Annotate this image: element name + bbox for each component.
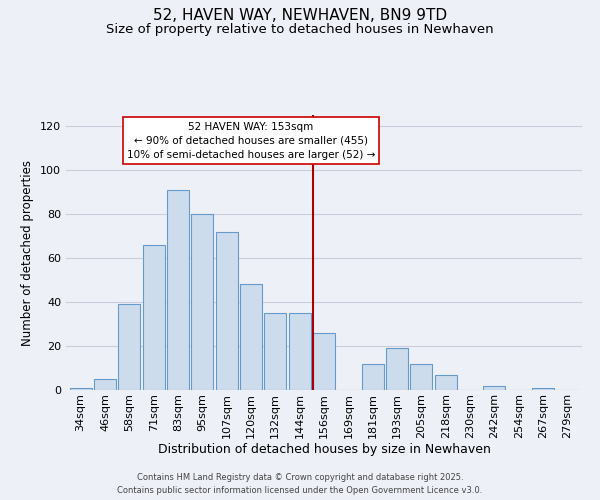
- Y-axis label: Number of detached properties: Number of detached properties: [22, 160, 34, 346]
- Bar: [240, 284, 262, 390]
- Bar: [410, 364, 433, 390]
- Text: 52, HAVEN WAY, NEWHAVEN, BN9 9TD: 52, HAVEN WAY, NEWHAVEN, BN9 9TD: [153, 8, 447, 22]
- Bar: [191, 214, 213, 390]
- Bar: [386, 348, 408, 390]
- Bar: [118, 304, 140, 390]
- X-axis label: Distribution of detached houses by size in Newhaven: Distribution of detached houses by size …: [158, 444, 490, 456]
- Bar: [532, 388, 554, 390]
- Bar: [215, 232, 238, 390]
- Bar: [94, 379, 116, 390]
- Bar: [289, 313, 311, 390]
- Text: Contains HM Land Registry data © Crown copyright and database right 2025.
Contai: Contains HM Land Registry data © Crown c…: [118, 474, 482, 495]
- Bar: [143, 245, 164, 390]
- Text: Size of property relative to detached houses in Newhaven: Size of property relative to detached ho…: [106, 22, 494, 36]
- Bar: [313, 333, 335, 390]
- Bar: [167, 190, 189, 390]
- Bar: [362, 364, 383, 390]
- Bar: [435, 374, 457, 390]
- Bar: [265, 313, 286, 390]
- Bar: [70, 388, 92, 390]
- Bar: [484, 386, 505, 390]
- Text: 52 HAVEN WAY: 153sqm
← 90% of detached houses are smaller (455)
10% of semi-deta: 52 HAVEN WAY: 153sqm ← 90% of detached h…: [127, 122, 375, 160]
